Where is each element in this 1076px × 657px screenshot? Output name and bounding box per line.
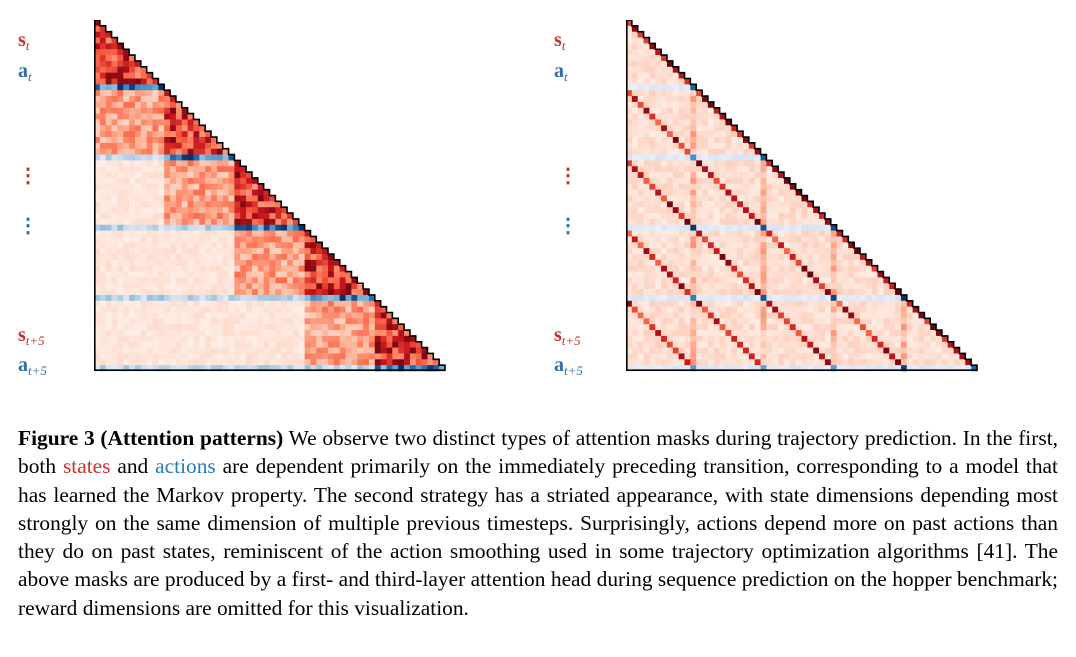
attention-mask-heatmap-right [626,20,978,372]
attention-cells [94,20,446,372]
diagonal-border [94,20,446,371]
caption-states-word: states [62,454,111,479]
label-a-t-left: at [18,60,32,84]
attention-mask-panel-right [626,20,980,378]
label-s-t5-left: st+5 [18,324,45,348]
label-s-t-right: st [554,29,566,53]
figure-caption: Figure 3 (Attention patterns) We observe… [18,424,1058,622]
label-s-t5-right: st+5 [554,324,581,348]
action-dots-left: ⋮ [18,215,38,237]
axes-border [94,20,445,371]
caption-title: Figure 3 (Attention patterns) [18,426,284,450]
caption-text-3: are dependent primarily on the immediate… [18,454,1058,620]
caption-text-1: We observe two distinct types of attenti… [18,426,1058,479]
label-a-t-right: at [554,60,568,84]
label-a-t5-left: at+5 [18,354,47,378]
state-dots-right: ⋮ [558,165,578,187]
attention-mask-heatmap-left [94,20,446,372]
axes-border [626,20,977,371]
state-dots-left: ⋮ [18,165,38,187]
attention-mask-panel-left [94,20,448,378]
diagonal-border [626,20,978,371]
label-s-t-left: st [18,29,30,53]
attention-cells [626,20,978,372]
action-dots-right: ⋮ [558,215,578,237]
caption-actions-word: actions [155,454,216,479]
label-a-t5-right: at+5 [554,354,583,378]
caption-text-2: and [110,454,156,479]
